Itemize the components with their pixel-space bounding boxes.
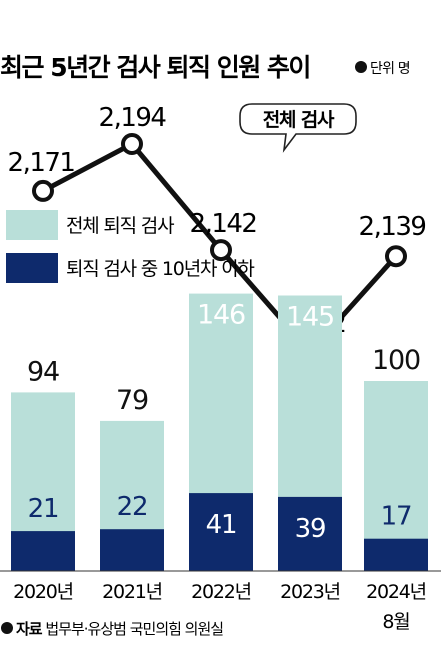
line-point-0	[32, 179, 54, 202]
bar-total-label-3: 145	[286, 302, 334, 333]
unit-label: 단위 명	[370, 61, 410, 77]
callout-bubble: 전체 검사	[239, 103, 357, 153]
bar-under10-label-0: 21	[28, 494, 59, 524]
bar-total-label-1: 79	[116, 385, 148, 416]
bar-under10-label-4: 17	[381, 502, 412, 532]
x-tick-label-4: 2024년 8월	[366, 581, 426, 633]
x-tick-label-0: 2020년	[13, 581, 73, 603]
legend-swatch-total	[6, 210, 58, 240]
source-prefix: 자료	[16, 620, 43, 638]
line-value-label-1: 2,194	[99, 103, 167, 133]
bar-total-label-0: 94	[27, 356, 59, 387]
legend-label-under10: 퇴직 검사 중 10년차 이하	[66, 258, 254, 280]
x-tick-label-1: 2021년	[102, 581, 162, 603]
line-value-label-0: 2,171	[8, 148, 75, 178]
x-axis-ticks: 2020년 2021년 2022년 2023년 2024년 8월	[13, 581, 427, 633]
unit-bullet-icon	[355, 61, 367, 73]
bar-under10-3	[278, 496, 342, 571]
source-line: 자료 법무부·유상범 국민의힘 의원실	[16, 620, 223, 638]
bar-total-label-2: 146	[197, 300, 245, 331]
source-text: 법무부·유상범 국민의힘 의원실	[42, 620, 224, 638]
bar-under10-1	[100, 529, 164, 571]
bar-under10-label-2: 41	[206, 510, 237, 540]
bar-under10-4	[364, 538, 428, 571]
bar-under10-2	[189, 493, 253, 571]
x-tick-label-3: 2023년	[280, 581, 340, 603]
line-point-4	[385, 245, 407, 268]
bar-under10-label-1: 22	[117, 492, 148, 522]
legend-label-total: 전체 퇴직 검사	[66, 215, 174, 237]
x-tick-label-2: 2022년	[191, 581, 251, 603]
legend-swatch-under10	[6, 253, 58, 283]
bar-under10-0	[11, 531, 75, 571]
bar-under10-label-3: 39	[295, 514, 326, 544]
callout-text: 전체 검사	[263, 109, 335, 131]
line-point-2	[210, 239, 232, 262]
legend: 전체 퇴직 검사 퇴직 검사 중 10년차 이하	[6, 210, 256, 283]
chart-title: 최근 5년간 검사 퇴직 인원 추이	[0, 53, 310, 82]
callout-shape	[239, 103, 357, 153]
line-point-1	[121, 133, 143, 155]
bar-total-label-4: 100	[372, 345, 420, 376]
line-value-label-2: 2,142	[190, 209, 257, 239]
line-value-label-4: 2,139	[359, 212, 426, 242]
source-bullet-icon	[1, 622, 13, 634]
bar-chart: 94 21 79 22 146 41 145 39 100 17	[11, 293, 428, 571]
